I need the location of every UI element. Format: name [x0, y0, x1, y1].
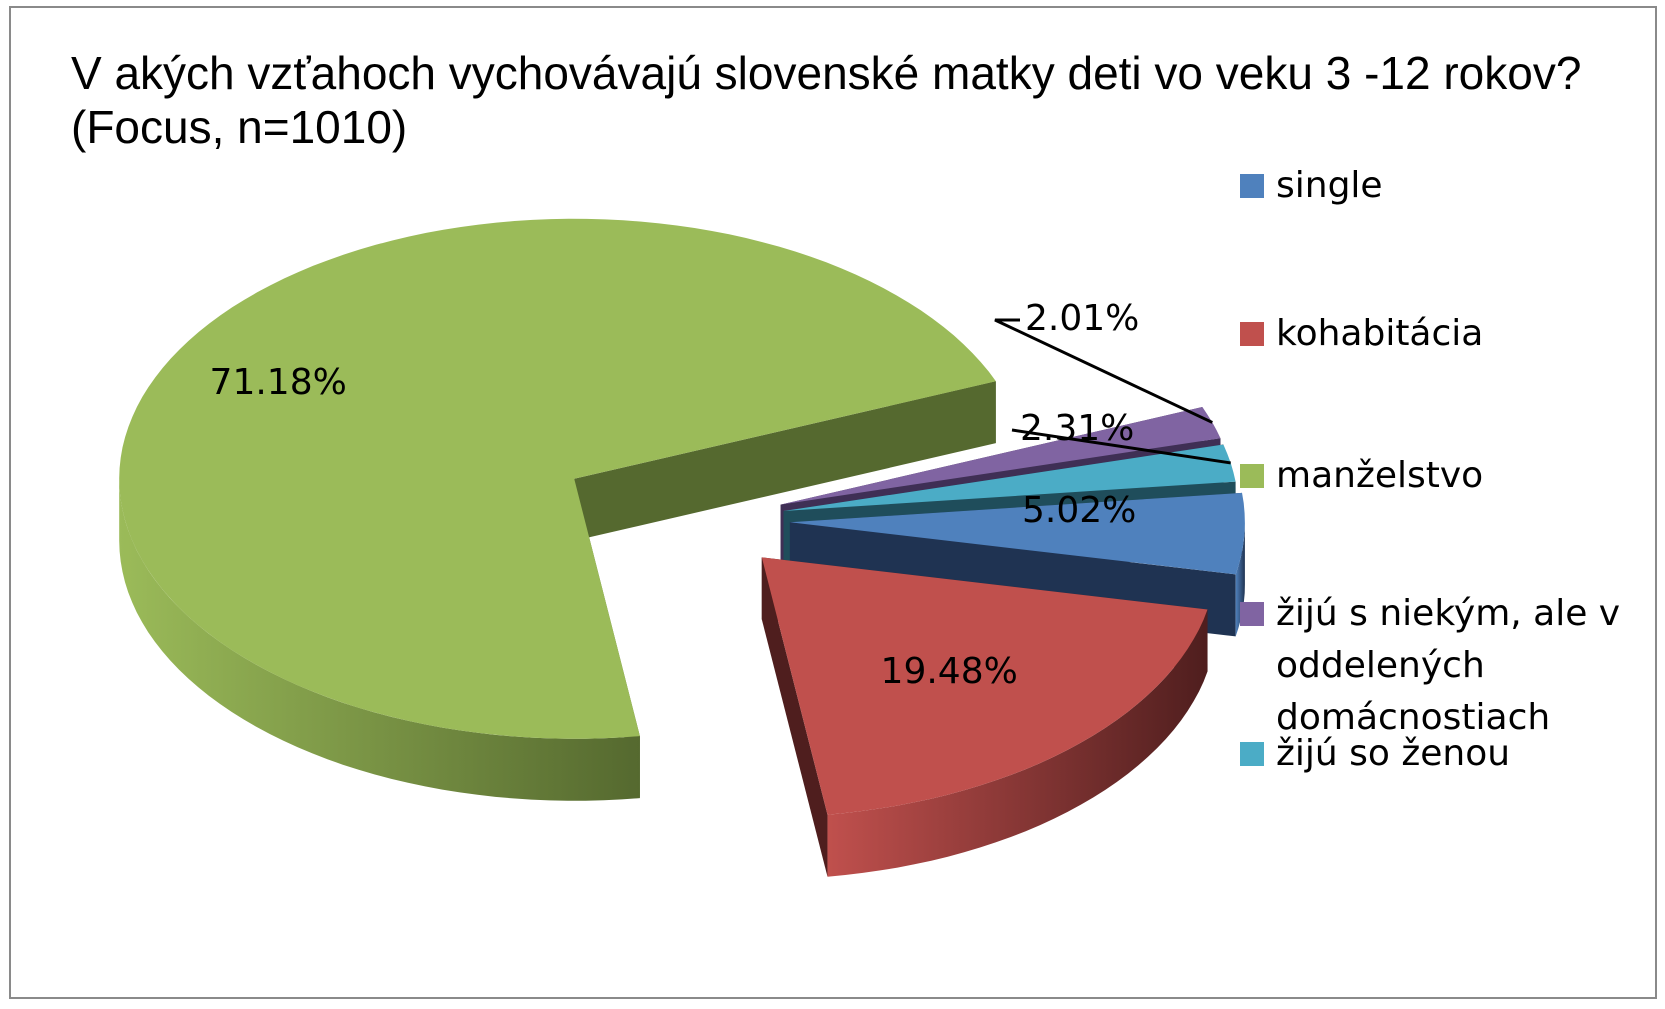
slice-side-kohabitacia-0 [827, 609, 1208, 877]
legend-swatch [1240, 464, 1264, 488]
data-labels: 5.02% 19.48% 71.18% 2.01% 2.31% [210, 298, 1140, 692]
slice-top-ziju-s-niekym-ale-v-oddelenych-domacnostiach [780, 407, 1221, 505]
legend-swatch [1240, 742, 1264, 766]
data-label-ziju-so-zenou: 2.31% [1020, 408, 1134, 449]
legend-item-manzelstvo: manželstvo [1240, 450, 1626, 502]
leader-lines [994, 318, 1231, 465]
legend-label: single [1276, 165, 1383, 206]
data-label-ziju-s-niekym-ale-v-oddelenych-domacnostiach: 2.01% [1025, 298, 1139, 339]
legend-swatch [1240, 174, 1264, 198]
pie-slices [119, 218, 1245, 877]
legend-label: manželstvo [1276, 455, 1484, 496]
data-label-single: 5.02% [1022, 490, 1136, 531]
data-label-manzelstvo: 71.18% [210, 362, 347, 403]
slice-wall-manzelstvo-1 [574, 381, 996, 541]
slice-top-single [789, 492, 1245, 575]
slice-side-manzelstvo-0 [119, 478, 640, 801]
data-label-kohabitacia: 19.48% [881, 651, 1018, 692]
legend-item-ziju-s-niekym-ale-v-oddelenych-domacnostiach: žijú s niekým, ale v oddelených domácnos… [1240, 588, 1626, 744]
legend-swatch [1240, 602, 1264, 626]
pie-slice-kohabitacia [761, 557, 1208, 877]
legend-label: kohabitácia [1276, 313, 1484, 354]
slice-wall-kohabitacia-1 [761, 557, 828, 877]
legend-item-kohabitacia: kohabitácia [1240, 308, 1626, 360]
legend-item-ziju-so-zenou: žijú so ženou [1240, 728, 1626, 780]
pie-slice-manzelstvo [119, 218, 996, 801]
slice-top-ziju-so-zenou [783, 444, 1236, 512]
leader-line-ziju-s-niekym-ale-v-oddelenych-domacnostiach [994, 318, 1213, 424]
legend-swatch [1240, 322, 1264, 346]
slice-top-manzelstvo [119, 218, 996, 739]
leader-line-ziju-so-zenou [1011, 428, 1231, 465]
legend-label: žijú so ženou [1276, 733, 1511, 774]
legend-label: žijú s niekým, ale v oddelených domácnos… [1276, 593, 1621, 738]
chart-title: V akých vzťahoch vychovávajú slovenské m… [71, 47, 1582, 153]
slice-top-kohabitacia [761, 557, 1208, 815]
legend-item-single: single [1240, 160, 1626, 212]
